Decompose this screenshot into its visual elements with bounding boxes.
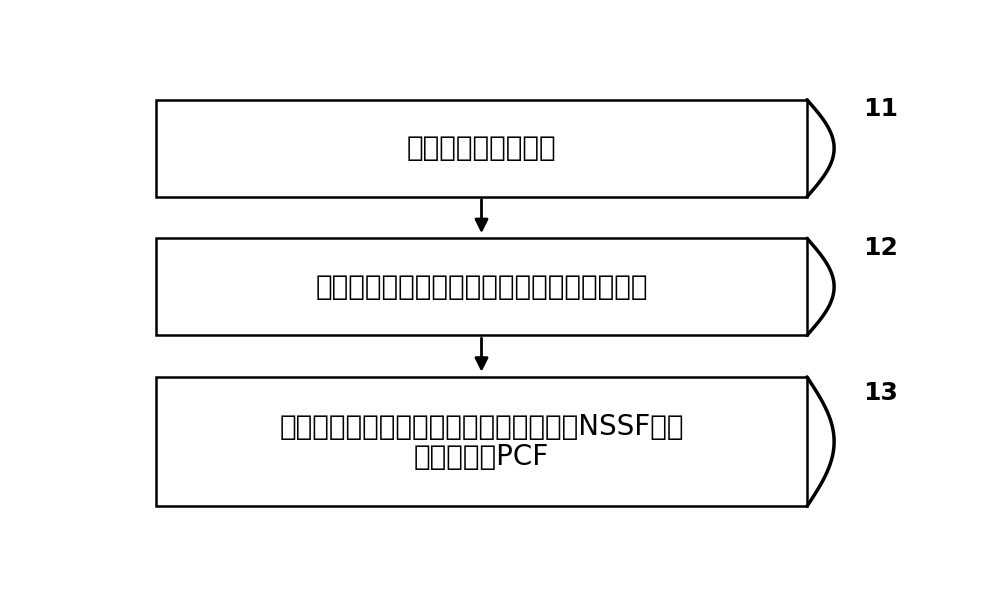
Text: 略控制功能PCF: 略控制功能PCF bbox=[414, 443, 549, 470]
Text: 将数据分析结果发送至网络切片选择功能NSSF或策: 将数据分析结果发送至网络切片选择功能NSSF或策 bbox=[279, 413, 684, 440]
FancyBboxPatch shape bbox=[156, 238, 807, 335]
FancyBboxPatch shape bbox=[156, 377, 807, 506]
Text: 对分析数据进行分析更新，得到数据分析结果: 对分析数据进行分析更新，得到数据分析结果 bbox=[315, 273, 648, 301]
Text: 获取切片的分析数据: 获取切片的分析数据 bbox=[407, 134, 556, 162]
Text: 13: 13 bbox=[863, 381, 898, 405]
Text: 11: 11 bbox=[863, 97, 898, 121]
FancyBboxPatch shape bbox=[156, 100, 807, 197]
Text: 12: 12 bbox=[863, 236, 898, 260]
